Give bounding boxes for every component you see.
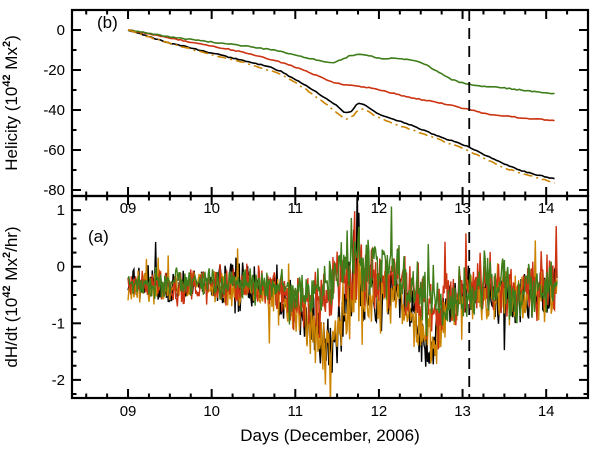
tick-labels: 0909101011111212131314140-20-40-60-8010-…	[43, 22, 554, 420]
panel-b-x-tick-label: 09	[120, 200, 137, 217]
ylabel-a-exp-2: 2	[1, 252, 13, 258]
panel-b-x-tick-label: 12	[371, 200, 388, 217]
panel-a-y-tick-label: 1	[57, 202, 65, 219]
panel-b-y-axis-label: Helicity (1042 Mx2)	[1, 35, 21, 171]
panel-b-series	[127, 28, 555, 184]
ylabel-b-part-0: Helicity (10	[2, 87, 21, 171]
panel-b-y-tick-label: -80	[43, 182, 65, 199]
panel-a	[127, 196, 558, 398]
panel-b-label: (b)	[97, 13, 118, 32]
panel-b-y-tick-label: 0	[57, 22, 65, 39]
panel-a-x-tick-label: 09	[120, 403, 137, 420]
plot-render-root: 0909101011111212131314140-20-40-60-8010-…	[43, 8, 590, 420]
panel-a-y-axis-label: dH/dt (1042 Mx2/hr)	[1, 226, 21, 367]
ylabel-b-part-2: Mx	[2, 47, 21, 75]
panel-a-frame	[70, 194, 590, 400]
series-black-panel-b	[127, 29, 555, 180]
panel-a-x-tick-label: 14	[538, 403, 555, 420]
panel-a-x-tick-label: 10	[203, 403, 220, 420]
panel-b-x-tick-label: 13	[454, 200, 471, 217]
panel-a-y-tick-label: -1	[52, 315, 65, 332]
panel-b	[127, 10, 555, 196]
panel-b-y-tick-label: -40	[43, 102, 65, 119]
ylabel-b-part-4: )	[2, 35, 21, 41]
x-axis-label: Days (December, 2006)	[240, 426, 420, 445]
panel-a-series	[127, 196, 558, 398]
series-orange-panel-b	[127, 28, 555, 184]
panel-b-x-tick-label: 14	[538, 200, 555, 217]
ylabel-b-exp-2: 2	[1, 41, 13, 47]
ylabel-a-part-2: Mx	[2, 258, 21, 286]
panel-b-ticks	[72, 9, 589, 196]
series-red-panel-b	[127, 29, 555, 122]
panel-b-y-tick-label: -20	[43, 62, 65, 79]
ylabel-b-exp-42: 42	[1, 74, 13, 86]
panel-b-y-tick-label: -60	[43, 142, 65, 159]
panel-b-x-tick-label: 10	[203, 200, 220, 217]
panel-a-x-tick-label: 11	[288, 403, 304, 420]
ylabel-a-exp-42: 42	[1, 285, 13, 297]
panel-a-y-tick-label: 0	[57, 259, 65, 276]
axis-boxes	[70, 8, 590, 400]
series-green-panel-b	[127, 29, 555, 95]
panel-a-ticks	[72, 195, 589, 398]
ylabel-a-part-4: /hr)	[2, 226, 21, 252]
panel-a-x-tick-label: 12	[371, 403, 388, 420]
series-green-panel-a	[127, 206, 558, 337]
panel-a-y-tick-label: -2	[52, 372, 65, 389]
panel-a-x-tick-label: 13	[454, 403, 471, 420]
ylabel-a-part-0: dH/dt (10	[2, 298, 21, 368]
panel-a-label: (a)	[88, 227, 109, 246]
panel-b-x-tick-label: 11	[288, 200, 304, 217]
panel-b-frame	[70, 8, 590, 198]
